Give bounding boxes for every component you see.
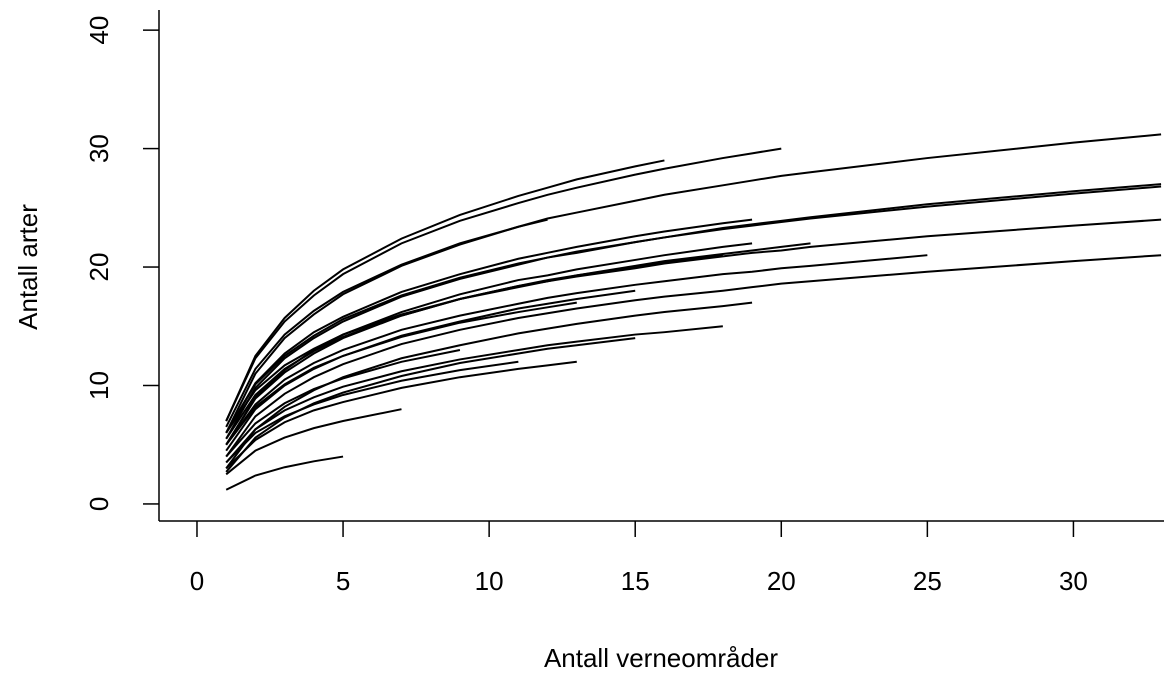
- curve: [225, 254, 928, 446]
- curve: [225, 147, 782, 422]
- x-axis-label: Antall verneområder: [544, 643, 778, 673]
- x-tick-label: 25: [913, 566, 942, 596]
- x-tick-label: 5: [336, 566, 350, 596]
- curve: [225, 337, 636, 473]
- y-tick-label: 0: [84, 497, 114, 511]
- curve: [225, 301, 577, 446]
- y-tick-label: 30: [84, 134, 114, 163]
- plot-area: [225, 133, 1162, 491]
- curve: [225, 348, 461, 458]
- curve: [225, 289, 636, 452]
- curve: [225, 408, 402, 476]
- x-tick-label: 10: [475, 566, 504, 596]
- curve: [225, 133, 1162, 428]
- curve: [225, 455, 344, 491]
- curve: [225, 218, 753, 434]
- curve: [225, 218, 1162, 434]
- y-tick-label: 40: [84, 16, 114, 45]
- x-tick-label: 20: [767, 566, 796, 596]
- curve: [225, 360, 577, 470]
- curve: [225, 325, 723, 464]
- y-tick-label: 10: [84, 371, 114, 400]
- curve: [225, 183, 1162, 440]
- x-tick-label: 0: [190, 566, 204, 596]
- curve: [225, 218, 548, 434]
- curve: [225, 242, 753, 446]
- x-tick-label: 30: [1059, 566, 1088, 596]
- curve: [225, 301, 753, 470]
- curve: [225, 254, 1162, 458]
- y-tick-label: 20: [84, 253, 114, 282]
- x-tick-label: 15: [621, 566, 650, 596]
- curve: [225, 159, 665, 422]
- y-axis-label: Antall arter: [13, 204, 43, 330]
- curve: [225, 360, 519, 464]
- curve: [225, 185, 1162, 434]
